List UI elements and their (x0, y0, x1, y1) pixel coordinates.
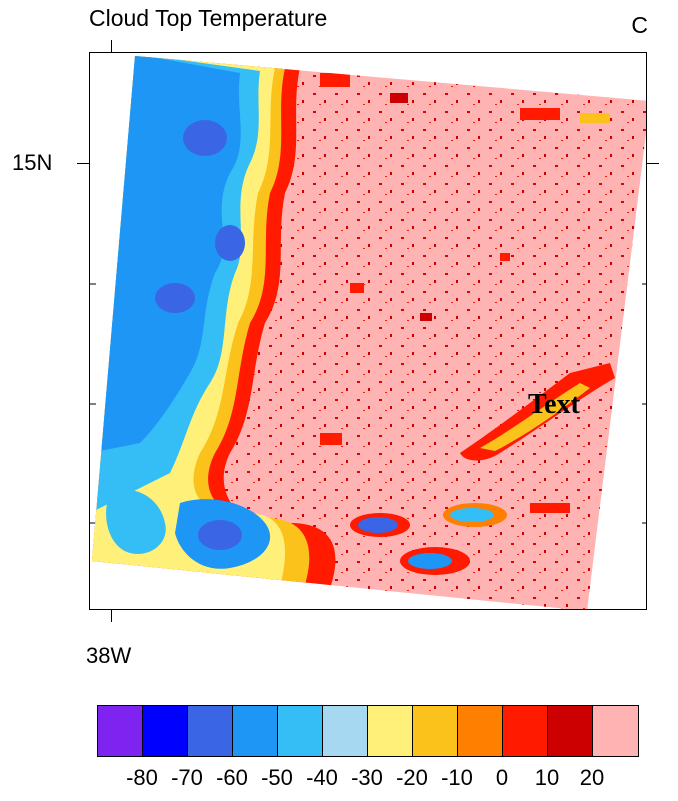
colorbar-swatch (368, 706, 413, 756)
colorbar-tick-label: -60 (216, 765, 248, 790)
colorbar-swatch (98, 706, 143, 756)
colorbar-tick-label: -70 (171, 765, 203, 790)
map-panel: Text (89, 52, 647, 610)
colorbar-swatch (548, 706, 593, 756)
colorbar-tick-label: 0 (495, 765, 509, 790)
colorbar-swatch (323, 706, 368, 756)
colorbar-swatch (233, 706, 278, 756)
colorbar-tick-label: -10 (441, 765, 473, 790)
colorbar (97, 705, 639, 757)
map-annotation: Text (528, 389, 581, 420)
colorbar-tick-label: -50 (261, 765, 293, 790)
colorbar-swatch (143, 706, 188, 756)
lon-tick-label: 38W (86, 643, 132, 668)
colorbar-swatch (188, 706, 233, 756)
colorbar-tick-label: 20 (579, 765, 605, 790)
colorbar-tick-label: 10 (534, 765, 560, 790)
colorbar-tick-label: -20 (396, 765, 428, 790)
bottom-tick-lon (111, 610, 112, 622)
plot-title: Cloud Top Temperature (89, 5, 328, 31)
colorbar-tick-label: -40 (306, 765, 338, 790)
colorbar-swatch (593, 706, 638, 756)
colorbar-tick-label: -80 (126, 765, 158, 790)
top-tick-lon (111, 40, 112, 52)
colorbar-swatch (413, 706, 458, 756)
colorbar-swatch (503, 706, 548, 756)
colorbar-tick-label: -30 (351, 765, 383, 790)
left-tick-lat (77, 163, 89, 164)
colorbar-swatch (458, 706, 503, 756)
cloud-temperature-field: Text (90, 56, 646, 609)
units-label: C (631, 12, 648, 38)
lat-tick-label: 15N (12, 150, 53, 175)
right-tick-lat (647, 163, 659, 164)
colorbar-swatch (278, 706, 323, 756)
